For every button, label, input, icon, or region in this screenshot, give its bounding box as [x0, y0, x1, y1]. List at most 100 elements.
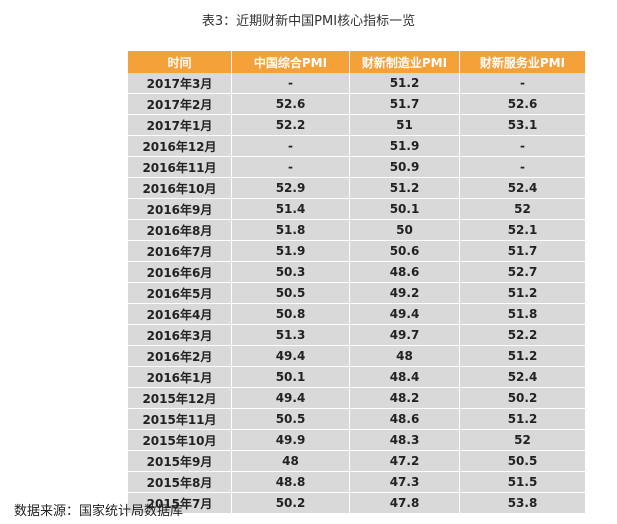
- cell-composite-pmi: 49.4: [232, 388, 350, 409]
- cell-manufacturing-pmi: 48.6: [350, 409, 460, 430]
- cell-composite-pmi: 52.9: [232, 178, 350, 199]
- cell-services-pmi: 51.7: [460, 241, 585, 262]
- cell-composite-pmi: 49.9: [232, 430, 350, 451]
- cell-time: 2017年2月: [128, 94, 232, 115]
- cell-services-pmi: -: [460, 136, 585, 157]
- table-row: 2015年10月 49.9 48.3 52: [128, 430, 585, 451]
- cell-time: 2017年1月: [128, 115, 232, 136]
- cell-time: 2016年10月: [128, 178, 232, 199]
- cell-services-pmi: 51.2: [460, 409, 585, 430]
- cell-time: 2016年5月: [128, 283, 232, 304]
- cell-manufacturing-pmi: 49.7: [350, 325, 460, 346]
- cell-services-pmi: -: [460, 73, 585, 94]
- cell-services-pmi: 52.6: [460, 94, 585, 115]
- cell-composite-pmi: 52.2: [232, 115, 350, 136]
- cell-manufacturing-pmi: 50.6: [350, 241, 460, 262]
- table-row: 2016年6月 50.3 48.6 52.7: [128, 262, 585, 283]
- cell-time: 2015年11月: [128, 409, 232, 430]
- cell-time: 2016年6月: [128, 262, 232, 283]
- cell-time: 2015年10月: [128, 430, 232, 451]
- table-title: 表3：近期财新中国PMI核心指标一览: [201, 14, 416, 29]
- cell-composite-pmi: 51.4: [232, 199, 350, 220]
- cell-composite-pmi: -: [232, 73, 350, 94]
- cell-time: 2015年9月: [128, 451, 232, 472]
- cell-time: 2016年7月: [128, 241, 232, 262]
- cell-composite-pmi: 50.5: [232, 409, 350, 430]
- cell-manufacturing-pmi: 51: [350, 115, 460, 136]
- cell-time: 2015年7月: [128, 493, 232, 514]
- table-body: 2017年3月 -51.2-2017年2月 52.6 51.7 52.6 2017年1月 5…: [128, 73, 585, 514]
- cell-composite-pmi: 50.8: [232, 304, 350, 325]
- cell-composite-pmi: 51.9: [232, 241, 350, 262]
- cell-services-pmi: 52.2: [460, 325, 585, 346]
- cell-composite-pmi: 51.8: [232, 220, 350, 241]
- cell-manufacturing-pmi: 51.2: [350, 73, 460, 94]
- cell-composite-pmi: 49.4: [232, 346, 350, 367]
- cell-manufacturing-pmi: 47.2: [350, 451, 460, 472]
- table-row: 2016年4月 50.8 49.4 51.8: [128, 304, 585, 325]
- cell-composite-pmi: 50.2: [232, 493, 350, 514]
- cell-time: 2015年12月: [128, 388, 232, 409]
- cell-services-pmi: 50.2: [460, 388, 585, 409]
- data-source-note: 数据来源：国家统计局数据库: [14, 504, 184, 519]
- table-row: 2015年11月 50.5 48.6 51.2: [128, 409, 585, 430]
- cell-services-pmi: 52: [460, 430, 585, 451]
- table-row: 2016年5月 50.5 49.2 51.2: [128, 283, 585, 304]
- cell-services-pmi: 51.5: [460, 472, 585, 493]
- table-row: 2017年2月 52.6 51.7 52.6: [128, 94, 585, 115]
- table-row: 2016年2月 49.4 48 51.2: [128, 346, 585, 367]
- header-time: 时间: [128, 51, 232, 73]
- cell-time: 2016年2月: [128, 346, 232, 367]
- table-row: 2016年1月 50.1 48.4 52.4: [128, 367, 585, 388]
- table-row: 2015年8月 48.8 47.3 51.5: [128, 472, 585, 493]
- cell-manufacturing-pmi: 48: [350, 346, 460, 367]
- cell-manufacturing-pmi: 48.4: [350, 367, 460, 388]
- table-row: 2015年12月 49.4 48.2 50.2: [128, 388, 585, 409]
- cell-services-pmi: 51.8: [460, 304, 585, 325]
- table-row: 2016年10月 52.9 51.2 52.4: [128, 178, 585, 199]
- header-manufacturing-pmi: 财新制造业PMI: [350, 51, 460, 73]
- cell-services-pmi: 52: [460, 199, 585, 220]
- cell-services-pmi: 52.1: [460, 220, 585, 241]
- cell-services-pmi: 52.4: [460, 367, 585, 388]
- table-row: 2017年3月 -51.2-: [128, 73, 585, 94]
- cell-composite-pmi: -: [232, 136, 350, 157]
- cell-services-pmi: 51.2: [460, 283, 585, 304]
- table-row: 2016年3月 51.3 49.7 52.2: [128, 325, 585, 346]
- cell-time: 2015年8月: [128, 472, 232, 493]
- cell-time: 2016年4月: [128, 304, 232, 325]
- cell-services-pmi: 50.5: [460, 451, 585, 472]
- cell-manufacturing-pmi: 51.7: [350, 94, 460, 115]
- cell-composite-pmi: 52.6: [232, 94, 350, 115]
- cell-manufacturing-pmi: 51.2: [350, 178, 460, 199]
- cell-time: 2016年3月: [128, 325, 232, 346]
- header-composite-pmi: 中国综合PMI: [232, 51, 350, 73]
- cell-services-pmi: 51.2: [460, 346, 585, 367]
- cell-time: 2016年11月: [128, 157, 232, 178]
- table-row: 2016年9月 51.4 50.1 52: [128, 199, 585, 220]
- cell-manufacturing-pmi: 50.9: [350, 157, 460, 178]
- table-row: 2016年12月 -51.9-: [128, 136, 585, 157]
- cell-manufacturing-pmi: 50: [350, 220, 460, 241]
- cell-services-pmi: 53.8: [460, 493, 585, 514]
- cell-composite-pmi: 50.5: [232, 283, 350, 304]
- cell-manufacturing-pmi: 49.4: [350, 304, 460, 325]
- cell-composite-pmi: 48.8: [232, 472, 350, 493]
- pmi-table: 时间 中国综合PMI 财新制造业PMI 财新服务业PMI 2017年3月 -51.…: [128, 51, 585, 514]
- table-row: 2015年9月 48 47.2 50.5: [128, 451, 585, 472]
- table-row: 2016年7月 51.9 50.6 51.7: [128, 241, 585, 262]
- table-row: 2015年7月 50.2 47.8 53.8: [128, 493, 585, 514]
- cell-time: 2016年9月: [128, 199, 232, 220]
- cell-composite-pmi: 50.1: [232, 367, 350, 388]
- cell-manufacturing-pmi: 49.2: [350, 283, 460, 304]
- cell-time: 2016年1月: [128, 367, 232, 388]
- cell-time: 2016年8月: [128, 220, 232, 241]
- cell-manufacturing-pmi: 51.9: [350, 136, 460, 157]
- cell-composite-pmi: -: [232, 157, 350, 178]
- cell-composite-pmi: 48: [232, 451, 350, 472]
- table-row: 2017年1月 52.2 51 53.1: [128, 115, 585, 136]
- table-header-row: 时间 中国综合PMI 财新制造业PMI 财新服务业PMI: [128, 51, 585, 73]
- cell-time: 2016年12月: [128, 136, 232, 157]
- cell-services-pmi: 52.4: [460, 178, 585, 199]
- cell-manufacturing-pmi: 48.2: [350, 388, 460, 409]
